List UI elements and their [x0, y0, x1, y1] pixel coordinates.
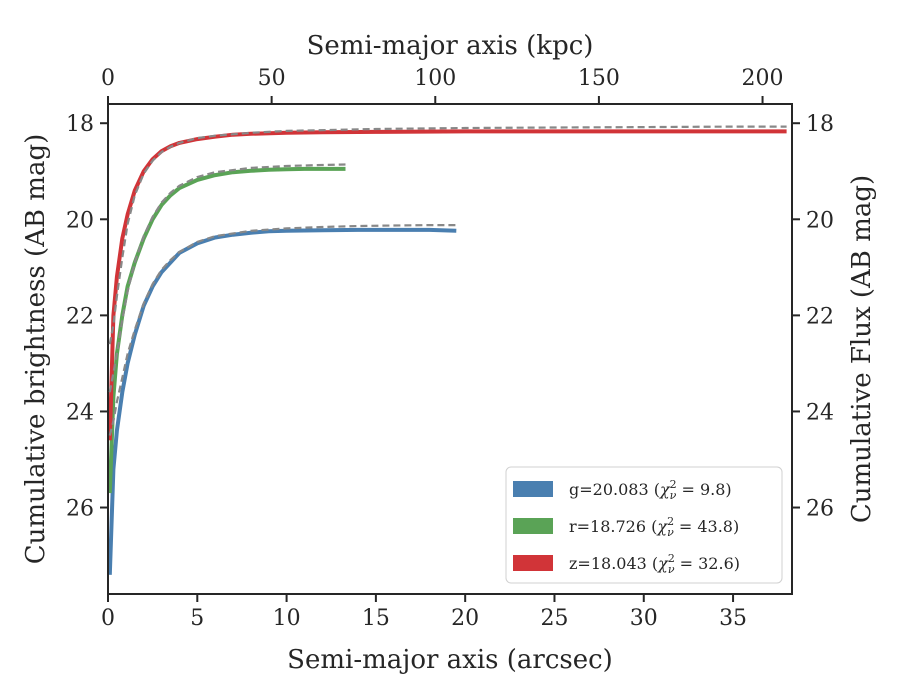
- legend-swatch-2: [513, 555, 553, 571]
- y-tick-label: 18: [66, 112, 94, 137]
- x2-tick-label: 50: [258, 66, 286, 91]
- y2-axis-title: Cumulative Flux (AB mag): [847, 175, 877, 523]
- x-tick-label: 15: [362, 606, 390, 631]
- x2-tick-label: 0: [101, 66, 115, 91]
- y-axis-right: 18 20 22 24 26: [792, 112, 834, 522]
- model-fit-line-0: [108, 224, 457, 436]
- y-axis-left: 18 20 22 24 26: [66, 112, 108, 522]
- model-fit-layer: [108, 125, 787, 436]
- series-line-1: [108, 166, 346, 494]
- x-tick-label: 25: [540, 606, 568, 631]
- y2-tick-label: 26: [806, 497, 834, 522]
- y-axis-title: Cumulative brightness (AB mag): [21, 134, 51, 565]
- model-fit-line-1: [108, 163, 346, 393]
- x2-tick-label: 200: [742, 66, 784, 91]
- plot-frame: [107, 103, 793, 595]
- x2-tick-label: 100: [414, 66, 456, 91]
- x-axis-title: Semi-major axis (arcsec): [287, 645, 613, 675]
- y2-tick-label: 18: [806, 112, 834, 137]
- x-tick-label: 0: [101, 606, 115, 631]
- x-tick-label: 35: [719, 606, 747, 631]
- model-fit-line-2: [108, 125, 787, 345]
- x-axis-top: 0 50 100 150 200: [101, 66, 784, 104]
- legend-label-0: g=20.083 (χ2 ν = 9.8): [569, 478, 732, 502]
- legend-swatch-1: [513, 518, 553, 534]
- legend-label-2: z=18.043 (χ2 ν = 32.6): [569, 552, 740, 576]
- series-line-2: [108, 129, 787, 441]
- x-tick-label: 20: [451, 606, 479, 631]
- y-tick-label: 26: [66, 497, 94, 522]
- x2-axis-title: Semi-major axis (kpc): [307, 31, 594, 61]
- x-tick-label: 30: [630, 606, 658, 631]
- legend: g=20.083 (χ2 ν = 9.8) r=18.726 (χ2 ν = 43.8…: [505, 466, 783, 584]
- y2-tick-label: 24: [806, 400, 834, 425]
- y2-tick-label: 20: [806, 208, 834, 233]
- series-line-0: [108, 227, 457, 575]
- x-tick-label: 5: [190, 606, 204, 631]
- legend-swatch-0: [513, 481, 553, 497]
- y-tick-label: 24: [66, 400, 94, 425]
- x-axis-bottom: 0 5 10 15 20 25 30 35: [101, 594, 747, 631]
- x2-tick-label: 150: [578, 66, 620, 91]
- y2-tick-label: 22: [806, 304, 834, 329]
- y-tick-label: 22: [66, 304, 94, 329]
- legend-box: [505, 466, 783, 584]
- x-tick-label: 10: [273, 606, 301, 631]
- legend-label-1: r=18.726 (χ2 ν = 43.8): [569, 515, 739, 539]
- y-tick-label: 20: [66, 208, 94, 233]
